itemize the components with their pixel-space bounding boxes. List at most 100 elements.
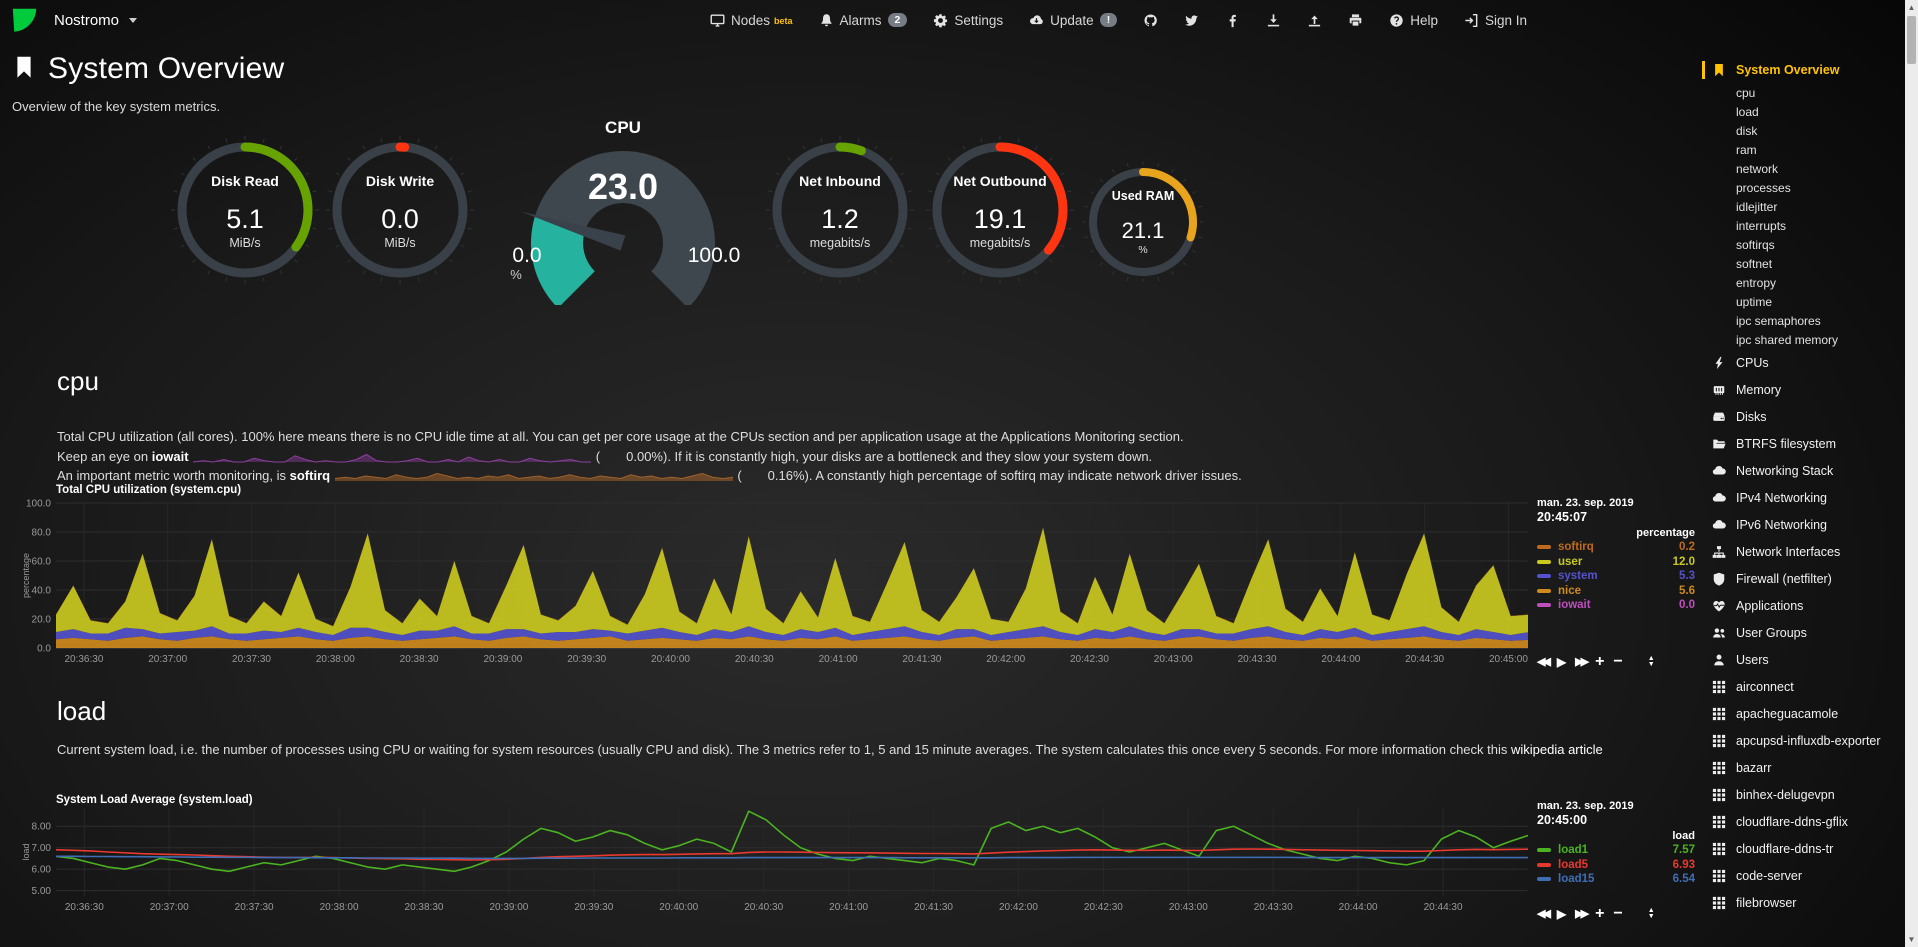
skip-forward-icon[interactable]: ▶▶: [1575, 907, 1589, 920]
sidebar-subitem-network[interactable]: network: [1736, 162, 1779, 176]
disk-read-gauge[interactable]: Disk Read 5.1 MiB/s: [170, 135, 320, 285]
nav-label: Nodes: [730, 12, 770, 28]
play-icon[interactable]: ▶: [1556, 907, 1567, 921]
grid-icon: [1712, 842, 1726, 856]
sidebar-subitem-softirqs[interactable]: softirqs: [1736, 238, 1775, 252]
page-scrollbar[interactable]: ▲ ▼: [1905, 0, 1918, 947]
hostname-dropdown[interactable]: Nostromo: [54, 11, 120, 29]
used-ram-gauge[interactable]: Used RAM 21.1%: [1083, 162, 1203, 282]
sidebar-subitem-load[interactable]: load: [1736, 105, 1759, 119]
disk-write-gauge[interactable]: Disk Write 0.0 MiB/s: [325, 135, 475, 285]
sidebar-item-disks[interactable]: Disks: [1712, 404, 1900, 431]
resize-icon[interactable]: ▲ ▼: [1647, 655, 1655, 668]
svg-text:20:42:30: 20:42:30: [1084, 902, 1123, 913]
sidebar-item-system-overview[interactable]: System Overview: [1702, 57, 1900, 84]
legend-item-nice[interactable]: nice 5.6: [1537, 584, 1695, 599]
sidebar-item-bazarr[interactable]: bazarr: [1712, 755, 1900, 782]
sidebar-item-user-groups[interactable]: User Groups: [1712, 620, 1900, 647]
legend-item-iowait[interactable]: iowait 0.0: [1537, 598, 1695, 613]
nav-item-nodes[interactable]: Nodes beta: [710, 13, 793, 28]
nav-item-alarms[interactable]: Alarms 2: [819, 13, 908, 28]
sidebar-subitem-ipc-shared-memory[interactable]: ipc shared memory: [1736, 333, 1839, 347]
sidebar-subitem-ipc-semaphores[interactable]: ipc semaphores: [1736, 314, 1821, 328]
sign-in-button[interactable]: Sign In: [1464, 13, 1527, 28]
sidebar-subitem-idlejitter[interactable]: idlejitter: [1736, 200, 1778, 214]
sidebar-item-ipv4-networking[interactable]: IPv4 Networking: [1712, 485, 1900, 512]
zoom-in-icon[interactable]: +: [1595, 905, 1605, 922]
svg-text:80.0: 80.0: [32, 528, 52, 539]
shield-icon: [1712, 572, 1726, 586]
sidebar-subitem-ram[interactable]: ram: [1736, 143, 1757, 157]
bell-icon: [819, 13, 834, 28]
load-average-chart[interactable]: 20:36:30 20:37:00 20:37:30 20:38:00 20:38:30…: [20, 790, 1532, 920]
zoom-in-icon[interactable]: +: [1595, 653, 1605, 670]
system-swatch-icon: [1537, 574, 1551, 579]
help-button[interactable]: Help: [1389, 13, 1438, 28]
user-swatch-icon: [1537, 559, 1551, 564]
sidebar-item-airconnect[interactable]: airconnect: [1712, 674, 1900, 701]
skip-backward-icon[interactable]: ◀◀: [1537, 907, 1551, 920]
sidebar-item-users[interactable]: Users: [1712, 647, 1900, 674]
sidebar-item-cloudflare-ddns-tr[interactable]: cloudflare-ddns-tr: [1712, 836, 1900, 863]
legend-item-system[interactable]: system 5.3: [1537, 569, 1695, 584]
resize-icon[interactable]: ▲ ▼: [1647, 907, 1655, 920]
sidebar-subitem-uptime[interactable]: uptime: [1736, 295, 1773, 309]
download-button[interactable]: [1266, 13, 1281, 28]
twitter-button[interactable]: [1184, 13, 1199, 28]
legend-item-softirq[interactable]: softirq 0.2: [1537, 540, 1695, 555]
zoom-out-icon[interactable]: −: [1613, 653, 1623, 670]
sidebar-item-memory[interactable]: Memory: [1712, 377, 1900, 404]
netdata-logo-icon[interactable]: [10, 5, 40, 35]
play-icon[interactable]: ▶: [1556, 655, 1567, 669]
sidebar-item-cloudflare-ddns-gflix[interactable]: cloudflare-ddns-gflix: [1712, 809, 1900, 836]
github-button[interactable]: [1143, 13, 1158, 28]
cpu-gauge[interactable]: CPU 23.0 0.0 100.0%: [488, 113, 758, 305]
sidebar-subitem-cpu[interactable]: cpu: [1736, 86, 1756, 100]
scroll-down-icon[interactable]: ▼: [1907, 935, 1916, 944]
chevron-down-icon[interactable]: [129, 17, 138, 23]
cpu-utilization-chart[interactable]: 20:36:30 20:37:00 20:37:30 20:38:00 20:38:30…: [20, 480, 1532, 676]
sidebar-item-btrfs-filesystem[interactable]: BTRFS filesystem: [1712, 431, 1900, 458]
scroll-up-icon[interactable]: ▲: [1907, 3, 1916, 12]
legend-item-load1[interactable]: load1 7.57: [1537, 843, 1695, 858]
sidebar-item-firewall-netfilter[interactable]: Firewall (netfilter): [1712, 566, 1900, 593]
sidebar-item-code-server[interactable]: code-server: [1712, 863, 1900, 890]
sidebar-subitem-interrupts[interactable]: interrupts: [1736, 219, 1787, 233]
nav-item-settings[interactable]: Settings: [933, 13, 1003, 28]
svg-text:20:41:00: 20:41:00: [829, 902, 868, 913]
skip-backward-icon[interactable]: ◀◀: [1537, 655, 1551, 668]
net-outbound-gauge[interactable]: Net Outbound 19.1 megabits/s: [925, 135, 1075, 285]
zoom-out-icon[interactable]: −: [1613, 905, 1623, 922]
upload-button[interactable]: [1307, 13, 1322, 28]
legend-item-load15[interactable]: load15 6.54: [1537, 872, 1695, 887]
sidebar-subitem-disk[interactable]: disk: [1736, 124, 1758, 138]
legend-item-load5[interactable]: load5 6.93: [1537, 858, 1695, 873]
sidebar-item-apacheguacamole[interactable]: apacheguacamole: [1712, 701, 1900, 728]
svg-text:20:44:30: 20:44:30: [1424, 902, 1463, 913]
svg-text:%: %: [510, 267, 522, 282]
wikipedia-link[interactable]: wikipedia article: [1510, 742, 1603, 757]
sidebar-item-networking-stack[interactable]: Networking Stack: [1712, 458, 1900, 485]
page-subtitle: Overview of the key system metrics.: [12, 99, 221, 114]
sidebar-subitem-entropy[interactable]: entropy: [1736, 276, 1777, 290]
print-button[interactable]: [1348, 13, 1363, 28]
scrollbar-thumb[interactable]: [1907, 16, 1916, 64]
sidebar-item-filebrowser[interactable]: filebrowser: [1712, 890, 1900, 917]
net-inbound-gauge[interactable]: Net Inbound 1.2 megabits/s: [765, 135, 915, 285]
nav-item-update[interactable]: Update!: [1029, 13, 1118, 28]
sidebar-item-ipv6-networking[interactable]: IPv6 Networking: [1712, 512, 1900, 539]
sidebar-item-cpus[interactable]: CPUs: [1712, 350, 1900, 377]
sidebar-item-label: IPv6 Networking: [1736, 518, 1828, 532]
sidebar-item-binhex-delugevpn[interactable]: binhex-delugevpn: [1712, 782, 1900, 809]
legend-series-name: load15: [1558, 873, 1595, 886]
sidebar-subitem-softnet[interactable]: softnet: [1736, 257, 1773, 271]
sidebar-item-applications[interactable]: Applications: [1712, 593, 1900, 620]
sidebar-item-apcupsd-influxdb-exporter[interactable]: apcupsd-influxdb-exporter: [1712, 728, 1900, 755]
sidebar-subitem-processes[interactable]: processes: [1736, 181, 1791, 195]
svg-text:Disk Write: Disk Write: [366, 173, 434, 189]
skip-forward-icon[interactable]: ▶▶: [1575, 655, 1589, 668]
sidebar-item-network-interfaces[interactable]: Network Interfaces: [1712, 539, 1900, 566]
facebook-button[interactable]: [1225, 13, 1240, 28]
sidebar-item-label: cloudflare-ddns-tr: [1736, 842, 1834, 856]
legend-item-user[interactable]: user 12.0: [1537, 555, 1695, 570]
